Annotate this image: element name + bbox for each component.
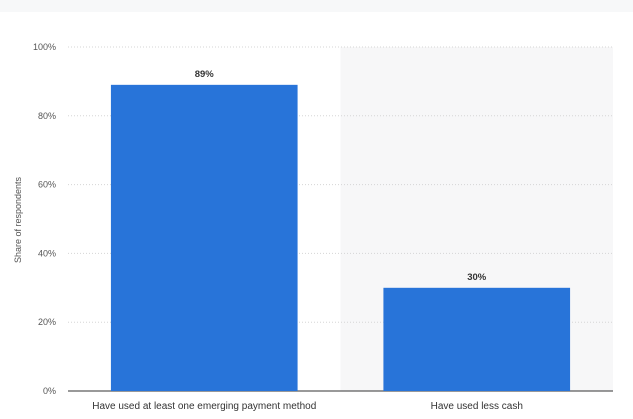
bar <box>383 287 571 391</box>
y-tick-label: 40% <box>38 248 56 258</box>
y-axis-ticks: 0% 20% 40% 60% 80% 100% <box>33 42 56 396</box>
top-strip <box>0 0 633 12</box>
y-axis-title: Share of respondents <box>13 176 23 263</box>
x-category-label: Have used at least one emerging payment … <box>92 401 316 412</box>
y-tick-label: 80% <box>38 111 56 121</box>
bar-value-label: 89% <box>195 69 215 80</box>
bar <box>110 84 298 391</box>
x-axis-labels: Have used at least one emerging payment … <box>92 401 523 412</box>
bars: 89% 30% <box>110 69 571 391</box>
x-category-label: Have used less cash <box>431 401 523 412</box>
y-tick-label: 60% <box>38 180 56 190</box>
y-tick-label: 100% <box>33 42 56 52</box>
bar-value-label: 30% <box>467 272 487 283</box>
y-tick-label: 0% <box>43 386 56 396</box>
y-tick-label: 20% <box>38 317 56 327</box>
